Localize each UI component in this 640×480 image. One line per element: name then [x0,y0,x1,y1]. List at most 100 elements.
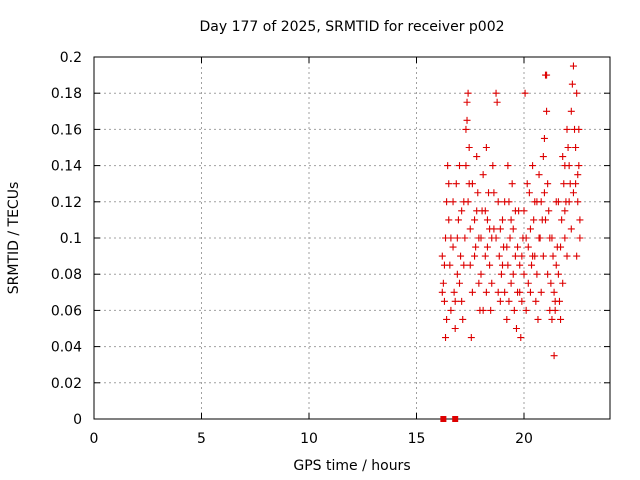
y-axis-ticks: 0 0.02 0.04 0.06 0.08 0.1 0.12 0.14 0.16 0.18 0.2 [51,50,610,428]
data-point [489,162,497,170]
data-point [575,162,583,170]
data-point [561,207,569,215]
data-point [490,189,498,197]
data-point [535,234,543,242]
data-point [573,252,581,260]
data-point [462,125,470,133]
data-point [549,252,557,260]
data-point [550,352,558,360]
data-point [576,216,584,224]
x-tick-label: 10 [300,431,318,447]
data-point [460,261,468,269]
data-point [564,144,572,151]
data-point [483,243,491,251]
x-tick-label: 15 [408,431,426,447]
data-point [520,207,528,215]
data-point [488,279,496,287]
data-point [492,234,500,242]
data-point [534,315,542,323]
data-point [438,252,446,260]
data-point [501,198,509,206]
data-point [561,234,569,242]
data-point [569,189,577,197]
data-point [505,297,513,305]
data-point [483,216,491,224]
x-tick-label: 20 [515,431,533,447]
data-point [504,162,512,170]
data-point [568,80,576,88]
data-point [499,261,506,269]
data-point [510,306,518,314]
data-point [531,198,539,206]
data-point [440,297,448,305]
data-point [454,216,462,224]
data-point [563,252,571,260]
data-point [482,144,490,151]
x-tick-label: 0 [90,431,99,447]
x-axis-ticks: 0 5 10 15 20 [90,57,533,447]
zero-value-marker [440,416,447,422]
data-point [554,198,562,206]
data-point [438,288,446,296]
data-point [569,62,577,70]
data-point [524,243,532,251]
data-point [507,279,515,287]
data-point [475,279,483,287]
data-point [526,225,534,233]
data-point [575,125,583,133]
data-point [554,270,562,278]
data-point [477,270,485,278]
y-tick-label: 0.02 [51,376,82,392]
data-point [540,134,548,142]
data-point [463,98,471,106]
data-point [507,216,515,224]
data-point [444,162,452,170]
data-point [544,180,552,188]
data-point [473,207,481,215]
data-point [572,144,580,151]
data-point [558,216,566,224]
data-point [509,270,517,278]
data-point [451,297,459,305]
data-point [539,153,547,161]
data-point [545,207,553,215]
y-tick-label: 0.16 [51,122,82,138]
data-point [537,288,545,296]
data-point [471,252,479,260]
data-point [543,107,551,115]
data-point [458,297,466,305]
y-tick-label: 0 [73,412,82,428]
data-point [512,325,520,332]
data-point [467,334,475,342]
data-point [567,225,575,233]
data-point [511,252,519,260]
y-tick-label: 0.06 [51,303,82,319]
data-point [528,261,536,269]
data-point [443,315,451,323]
data-point [565,198,573,206]
zero-value-marker [452,416,459,422]
data-point [503,315,511,323]
data-point [453,270,461,278]
data-point [462,162,470,170]
data-point [495,252,503,260]
data-point [522,234,530,242]
data-point [563,125,571,133]
data-point [475,234,483,242]
data-point [439,279,447,287]
data-point [559,279,567,287]
data-point [453,234,461,242]
data-point [533,270,541,278]
data-point [555,297,563,305]
data-point [523,180,531,188]
y-tick-label: 0.12 [51,195,82,211]
data-point [535,171,543,179]
plot-frame [93,56,611,420]
data-point [514,243,522,251]
data-point [522,306,530,314]
chart-title: Day 177 of 2025, SRMTID for receiver p00… [199,19,504,35]
data-point [486,225,494,233]
data-point [440,261,448,269]
data-point [445,180,453,188]
data-point [540,189,548,197]
